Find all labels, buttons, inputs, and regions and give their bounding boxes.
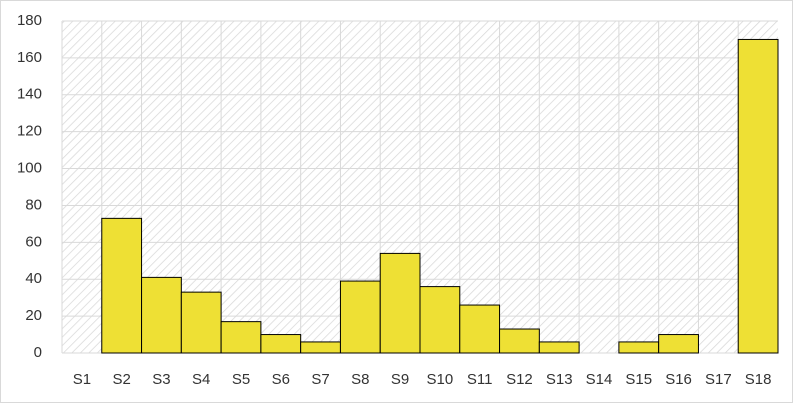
y-tick-label: 140 (17, 86, 42, 103)
bar (141, 276, 182, 354)
bar (737, 38, 779, 354)
x-tick-label: S2 (112, 371, 130, 388)
x-tick-label: S5 (232, 371, 250, 388)
x-tick-label: S18 (745, 371, 772, 388)
x-tick-label: S9 (391, 371, 409, 388)
x-tick-label: S12 (506, 371, 533, 388)
y-tick-label: 80 (25, 196, 42, 213)
bar (658, 334, 699, 354)
x-tick-label: S13 (546, 371, 573, 388)
x-tick-label: S11 (467, 371, 493, 388)
x-tick-label: S14 (586, 371, 613, 388)
x-tick-label: S6 (272, 371, 290, 388)
bar (300, 341, 341, 354)
bar (419, 286, 461, 354)
x-tick-label: S1 (73, 371, 91, 388)
bar (220, 321, 262, 354)
y-tick-label: 160 (17, 49, 42, 66)
bar (538, 341, 580, 354)
x-tick-label: S16 (665, 371, 692, 388)
bar (260, 334, 302, 354)
bar (101, 217, 143, 354)
bar (618, 341, 660, 354)
y-tick-label: 0 (34, 344, 42, 361)
bar (379, 252, 421, 354)
y-tick-label: 180 (17, 12, 42, 29)
x-tick-label: S4 (192, 371, 210, 388)
y-tick-label: 100 (17, 160, 42, 177)
bar (180, 291, 222, 354)
y-tick-label: 120 (17, 123, 42, 140)
bar (459, 304, 501, 354)
y-tick-label: 40 (25, 270, 42, 287)
bar (499, 328, 540, 354)
x-tick-label: S8 (351, 371, 369, 388)
x-tick-label: S3 (152, 371, 170, 388)
bar (339, 280, 381, 354)
x-tick-label: S17 (705, 371, 732, 388)
x-tick-label: S7 (311, 371, 329, 388)
x-tick-label: S15 (625, 371, 652, 388)
y-tick-label: 60 (25, 233, 42, 250)
y-tick-label: 20 (25, 307, 42, 324)
x-tick-label: S10 (427, 371, 454, 388)
